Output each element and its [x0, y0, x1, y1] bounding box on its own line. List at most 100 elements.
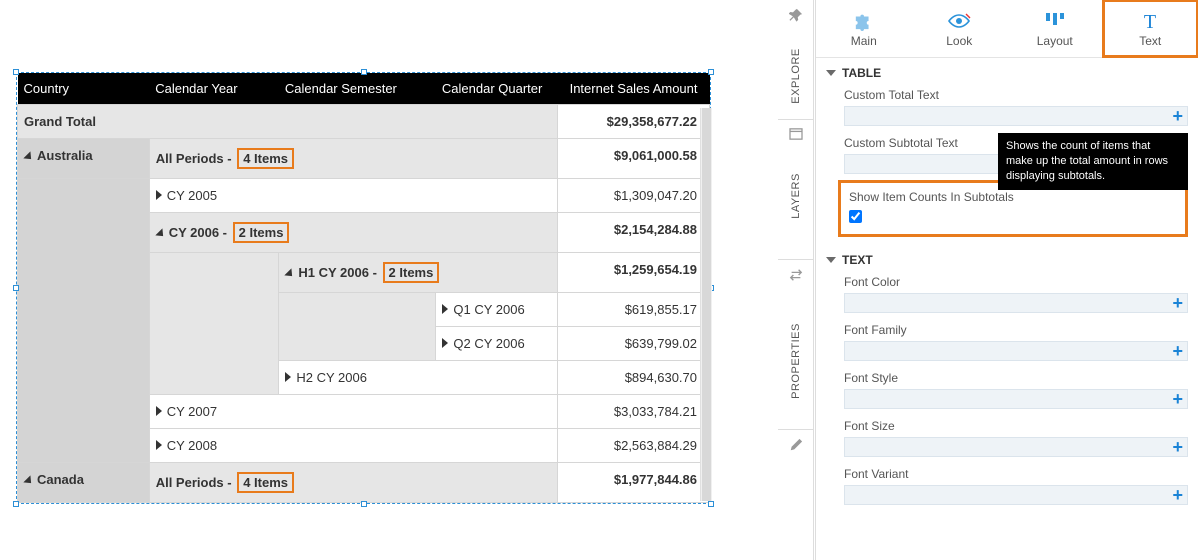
- label-font-variant: Font Variant: [816, 463, 1198, 483]
- pin-icon: [789, 8, 803, 22]
- grand-total-label: Grand Total: [18, 105, 558, 139]
- cell-year[interactable]: CY 2007: [149, 395, 557, 429]
- cell-year[interactable]: All Periods - 4 Items: [149, 139, 557, 179]
- cell-amount: $2,563,884.29: [557, 429, 709, 463]
- tab-label: Text: [1139, 34, 1161, 48]
- cell-amount: $1,259,654.19: [557, 253, 709, 293]
- side-rail: EXPLORE LAYERS PROPERTIES: [778, 0, 814, 560]
- input-custom-total-text[interactable]: +: [844, 106, 1188, 126]
- col-quarter[interactable]: Calendar Quarter: [436, 73, 558, 105]
- pivot-table: Country Calendar Year Calendar Semester …: [17, 73, 710, 503]
- cell-amount: $9,061,000.58: [557, 139, 709, 179]
- cell-country[interactable]: Canada: [18, 463, 150, 503]
- expand-icon[interactable]: [23, 151, 34, 162]
- pivot-table-container[interactable]: Country Calendar Year Calendar Semester …: [16, 72, 711, 504]
- tab-text[interactable]: T Text: [1103, 0, 1198, 57]
- collapse-icon[interactable]: [826, 257, 836, 263]
- tab-label: Layout: [1037, 34, 1073, 48]
- col-semester[interactable]: Calendar Semester: [279, 73, 436, 105]
- resize-handle[interactable]: [708, 501, 714, 507]
- swap-icon: [789, 268, 803, 282]
- section-text[interactable]: TEXT: [816, 245, 1198, 271]
- vertical-scrollbar[interactable]: [700, 108, 712, 501]
- text-icon: T: [1139, 10, 1161, 32]
- expand-icon[interactable]: [285, 268, 296, 279]
- expand-icon[interactable]: [285, 372, 291, 382]
- input-font-color[interactable]: +: [844, 293, 1188, 313]
- cell-semester[interactable]: H1 CY 2006 - 2 Items: [279, 253, 558, 293]
- expand-icon[interactable]: [442, 304, 448, 314]
- plus-icon[interactable]: +: [1172, 486, 1183, 504]
- rail-tab-explore[interactable]: EXPLORE: [778, 0, 813, 120]
- tab-main[interactable]: Main: [816, 0, 912, 57]
- plus-icon[interactable]: +: [1172, 107, 1183, 125]
- scrollbar-thumb[interactable]: [702, 108, 711, 501]
- properties-panel: Main Look Layout T Text TABLE Custom Tot…: [815, 0, 1198, 560]
- label-font-color: Font Color: [816, 271, 1198, 291]
- rail-tab-layers[interactable]: LAYERS: [778, 120, 813, 260]
- grand-total-amount: $29,358,677.22: [557, 105, 709, 139]
- cell-quarter[interactable]: Q1 CY 2006: [436, 293, 558, 327]
- svg-text:T: T: [1144, 11, 1156, 32]
- resize-handle[interactable]: [13, 285, 19, 291]
- table-row[interactable]: Australia All Periods - 4 Items $9,061,0…: [18, 139, 710, 179]
- cell-amount: $2,154,284.88: [557, 213, 709, 253]
- rail-label: EXPLORE: [790, 48, 802, 103]
- col-country[interactable]: Country: [18, 73, 150, 105]
- col-amount[interactable]: Internet Sales Amount: [557, 73, 709, 105]
- cell-quarter[interactable]: Q2 CY 2006: [436, 327, 558, 361]
- checkbox-show-item-counts[interactable]: [849, 210, 862, 223]
- item-count-badge: 4 Items: [237, 472, 294, 493]
- rail-label: LAYERS: [790, 173, 802, 219]
- resize-handle[interactable]: [361, 69, 367, 75]
- table-row[interactable]: Canada All Periods - 4 Items $1,977,844.…: [18, 463, 710, 503]
- cell-country[interactable]: Australia: [18, 139, 150, 179]
- expand-icon[interactable]: [442, 338, 448, 348]
- cell-year[interactable]: CY 2005: [149, 179, 557, 213]
- plus-icon[interactable]: +: [1172, 438, 1183, 456]
- item-count-badge: 2 Items: [383, 262, 440, 283]
- pencil-icon: [789, 438, 803, 452]
- puzzle-icon: [853, 10, 875, 32]
- cell-semester[interactable]: H2 CY 2006: [279, 361, 558, 395]
- cell-year[interactable]: CY 2008: [149, 429, 557, 463]
- expand-icon[interactable]: [156, 440, 162, 450]
- input-font-family[interactable]: +: [844, 341, 1188, 361]
- item-count-badge: 2 Items: [233, 222, 290, 243]
- cell-year[interactable]: CY 2006 - 2 Items: [149, 213, 557, 253]
- resize-handle[interactable]: [361, 501, 367, 507]
- resize-handle[interactable]: [13, 69, 19, 75]
- rail-tab-properties[interactable]: PROPERTIES: [778, 260, 813, 430]
- tab-look[interactable]: Look: [912, 0, 1008, 57]
- cell-amount: $894,630.70: [557, 361, 709, 395]
- expand-icon[interactable]: [155, 228, 166, 239]
- cell-amount: $619,855.17: [557, 293, 709, 327]
- collapse-icon[interactable]: [826, 70, 836, 76]
- label-font-style: Font Style: [816, 367, 1198, 387]
- cell-amount: $3,033,784.21: [557, 395, 709, 429]
- input-font-style[interactable]: +: [844, 389, 1188, 409]
- expand-icon[interactable]: [23, 475, 34, 486]
- table-row[interactable]: Grand Total $29,358,677.22: [18, 105, 710, 139]
- rail-tab-extra[interactable]: [778, 430, 813, 490]
- tab-layout[interactable]: Layout: [1007, 0, 1103, 57]
- table-row[interactable]: CY 2005 $1,309,047.20: [18, 179, 710, 213]
- properties-tabs: Main Look Layout T Text: [816, 0, 1198, 58]
- cell-amount: $1,977,844.86: [557, 463, 709, 503]
- section-table[interactable]: TABLE: [816, 58, 1198, 84]
- layout-icon: [1044, 10, 1066, 32]
- expand-icon[interactable]: [156, 406, 162, 416]
- rail-label: PROPERTIES: [790, 323, 802, 399]
- plus-icon[interactable]: +: [1172, 342, 1183, 360]
- col-year[interactable]: Calendar Year: [149, 73, 279, 105]
- resize-handle[interactable]: [708, 69, 714, 75]
- expand-icon[interactable]: [156, 190, 162, 200]
- plus-icon[interactable]: +: [1172, 390, 1183, 408]
- cell-year[interactable]: All Periods - 4 Items: [149, 463, 557, 503]
- plus-icon[interactable]: +: [1172, 294, 1183, 312]
- tooltip: Shows the count of items that make up th…: [998, 133, 1188, 190]
- input-font-size[interactable]: +: [844, 437, 1188, 457]
- input-font-variant[interactable]: +: [844, 485, 1188, 505]
- resize-handle[interactable]: [13, 501, 19, 507]
- item-count-badge: 4 Items: [237, 148, 294, 169]
